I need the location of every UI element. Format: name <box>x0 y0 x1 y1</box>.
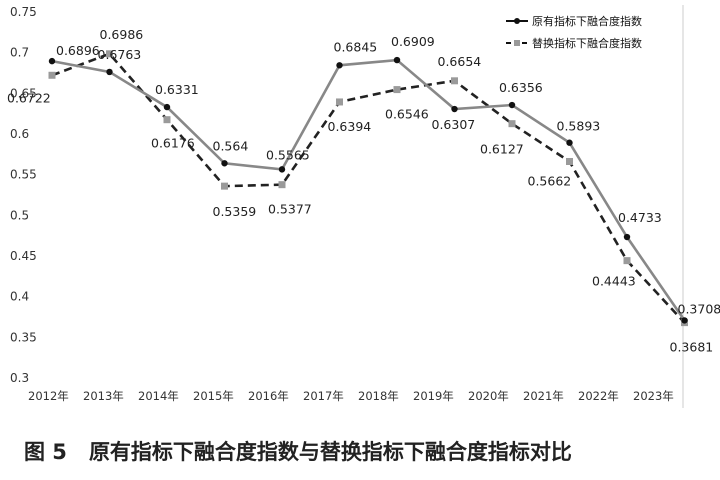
data-point <box>451 77 458 85</box>
legend: 原有指标下融合度指数 替换指标下融合度指数 <box>506 14 642 50</box>
y-axis-ticks: 0.3 0.35 0.4 0.45 0.5 0.55 0.6 0.65 0.7 0.75 <box>10 5 37 385</box>
data-point <box>163 103 171 111</box>
x-tick-label: 2016年 <box>248 389 289 403</box>
figure-number: 图 5 <box>24 440 67 464</box>
figure-title: 原有指标下融合度指数与替换指标下融合度指标对比 <box>88 440 572 464</box>
line-chart: 0.3 0.35 0.4 0.45 0.5 0.55 0.6 0.65 0.7 0.75 2012… <box>7 5 720 408</box>
data-point <box>623 233 631 241</box>
data-label: 0.5565 <box>266 147 310 162</box>
data-point <box>508 120 516 128</box>
data-point <box>106 68 113 76</box>
data-point <box>106 50 113 58</box>
data-label: 0.6176 <box>151 136 195 151</box>
data-label: 0.564 <box>213 138 249 153</box>
series-line-0 <box>51 58 686 322</box>
data-point <box>451 105 458 113</box>
y-tick-label: 0.3 <box>10 371 29 385</box>
data-label: 0.6763 <box>98 47 142 62</box>
x-tick-label: 2023年 <box>633 389 674 403</box>
y-tick-label: 0.7 <box>10 46 29 60</box>
x-tick-label: 2017年 <box>303 389 344 403</box>
data-point <box>48 57 56 65</box>
data-label: 0.3681 <box>670 340 714 355</box>
data-label: 0.6307 <box>432 117 476 132</box>
y-tick-label: 0.55 <box>10 168 37 182</box>
data-label: 0.6654 <box>438 54 482 69</box>
data-label: 0.3708 <box>678 301 720 316</box>
data-point <box>681 317 688 324</box>
data-label: 0.6722 <box>7 90 51 105</box>
x-tick-label: 2021年 <box>523 389 564 403</box>
data-label: 0.6845 <box>334 39 378 54</box>
legend-item-original: 原有指标下融合度指数 <box>506 14 642 28</box>
x-tick-label: 2013年 <box>83 389 124 403</box>
data-point <box>566 157 573 165</box>
data-point <box>566 139 573 146</box>
legend-item-replacement: 替换指标下融合度指数 <box>506 36 642 50</box>
data-point <box>48 71 56 79</box>
data-label: 0.4443 <box>592 274 636 289</box>
data-label: 0.6546 <box>385 107 429 122</box>
data-point <box>508 101 516 109</box>
x-tick-label: 2022年 <box>578 389 619 403</box>
series-line-1 <box>51 52 686 324</box>
data-label: 0.6127 <box>480 142 524 157</box>
y-tick-label: 0.45 <box>10 249 37 263</box>
data-label: 0.6394 <box>328 119 372 134</box>
series-layer <box>48 50 688 327</box>
data-label: 0.5377 <box>268 202 312 217</box>
data-label: 0.5359 <box>213 204 257 219</box>
data-label: 0.6331 <box>155 82 199 97</box>
data-point <box>163 116 171 124</box>
data-point <box>221 160 228 167</box>
data-point <box>221 182 228 190</box>
legend-label-replacement: 替换指标下融合度指数 <box>532 36 642 50</box>
data-point <box>336 62 343 69</box>
data-point <box>393 86 401 94</box>
data-label: 0.5893 <box>557 119 601 134</box>
y-tick-label: 0.75 <box>10 5 37 19</box>
data-point <box>393 56 401 64</box>
y-tick-label: 0.35 <box>10 330 37 344</box>
data-point <box>278 181 286 189</box>
y-tick-label: 0.5 <box>10 208 29 222</box>
data-label: 0.6986 <box>100 27 144 42</box>
data-label: 0.6896 <box>56 43 100 58</box>
data-label: 0.6909 <box>391 34 435 49</box>
legend-label-original: 原有指标下融合度指数 <box>532 14 642 28</box>
data-label: 0.4733 <box>618 210 662 225</box>
x-tick-label: 2015年 <box>193 389 234 403</box>
x-tick-label: 2018年 <box>358 389 399 403</box>
data-point <box>623 257 631 265</box>
x-tick-label: 2014年 <box>138 389 179 403</box>
y-tick-label: 0.65 <box>10 86 37 100</box>
y-tick-label: 0.4 <box>10 290 29 304</box>
data-point <box>278 166 286 173</box>
x-tick-label: 2019年 <box>413 389 454 403</box>
data-label: 0.5662 <box>528 173 572 188</box>
figure-caption: 图 5 原有指标下融合度指数与替换指标下融合度指标对比 <box>24 436 594 466</box>
y-tick-label: 0.6 <box>10 127 29 141</box>
x-tick-label: 2020年 <box>468 389 509 403</box>
data-label: 0.6356 <box>499 80 543 95</box>
x-tick-label: 2012年 <box>28 389 69 403</box>
x-axis-ticks: 2012年 2013年 2014年 2015年 2016年 2017年 2018年 2019年… <box>28 389 674 403</box>
data-point <box>336 98 343 106</box>
